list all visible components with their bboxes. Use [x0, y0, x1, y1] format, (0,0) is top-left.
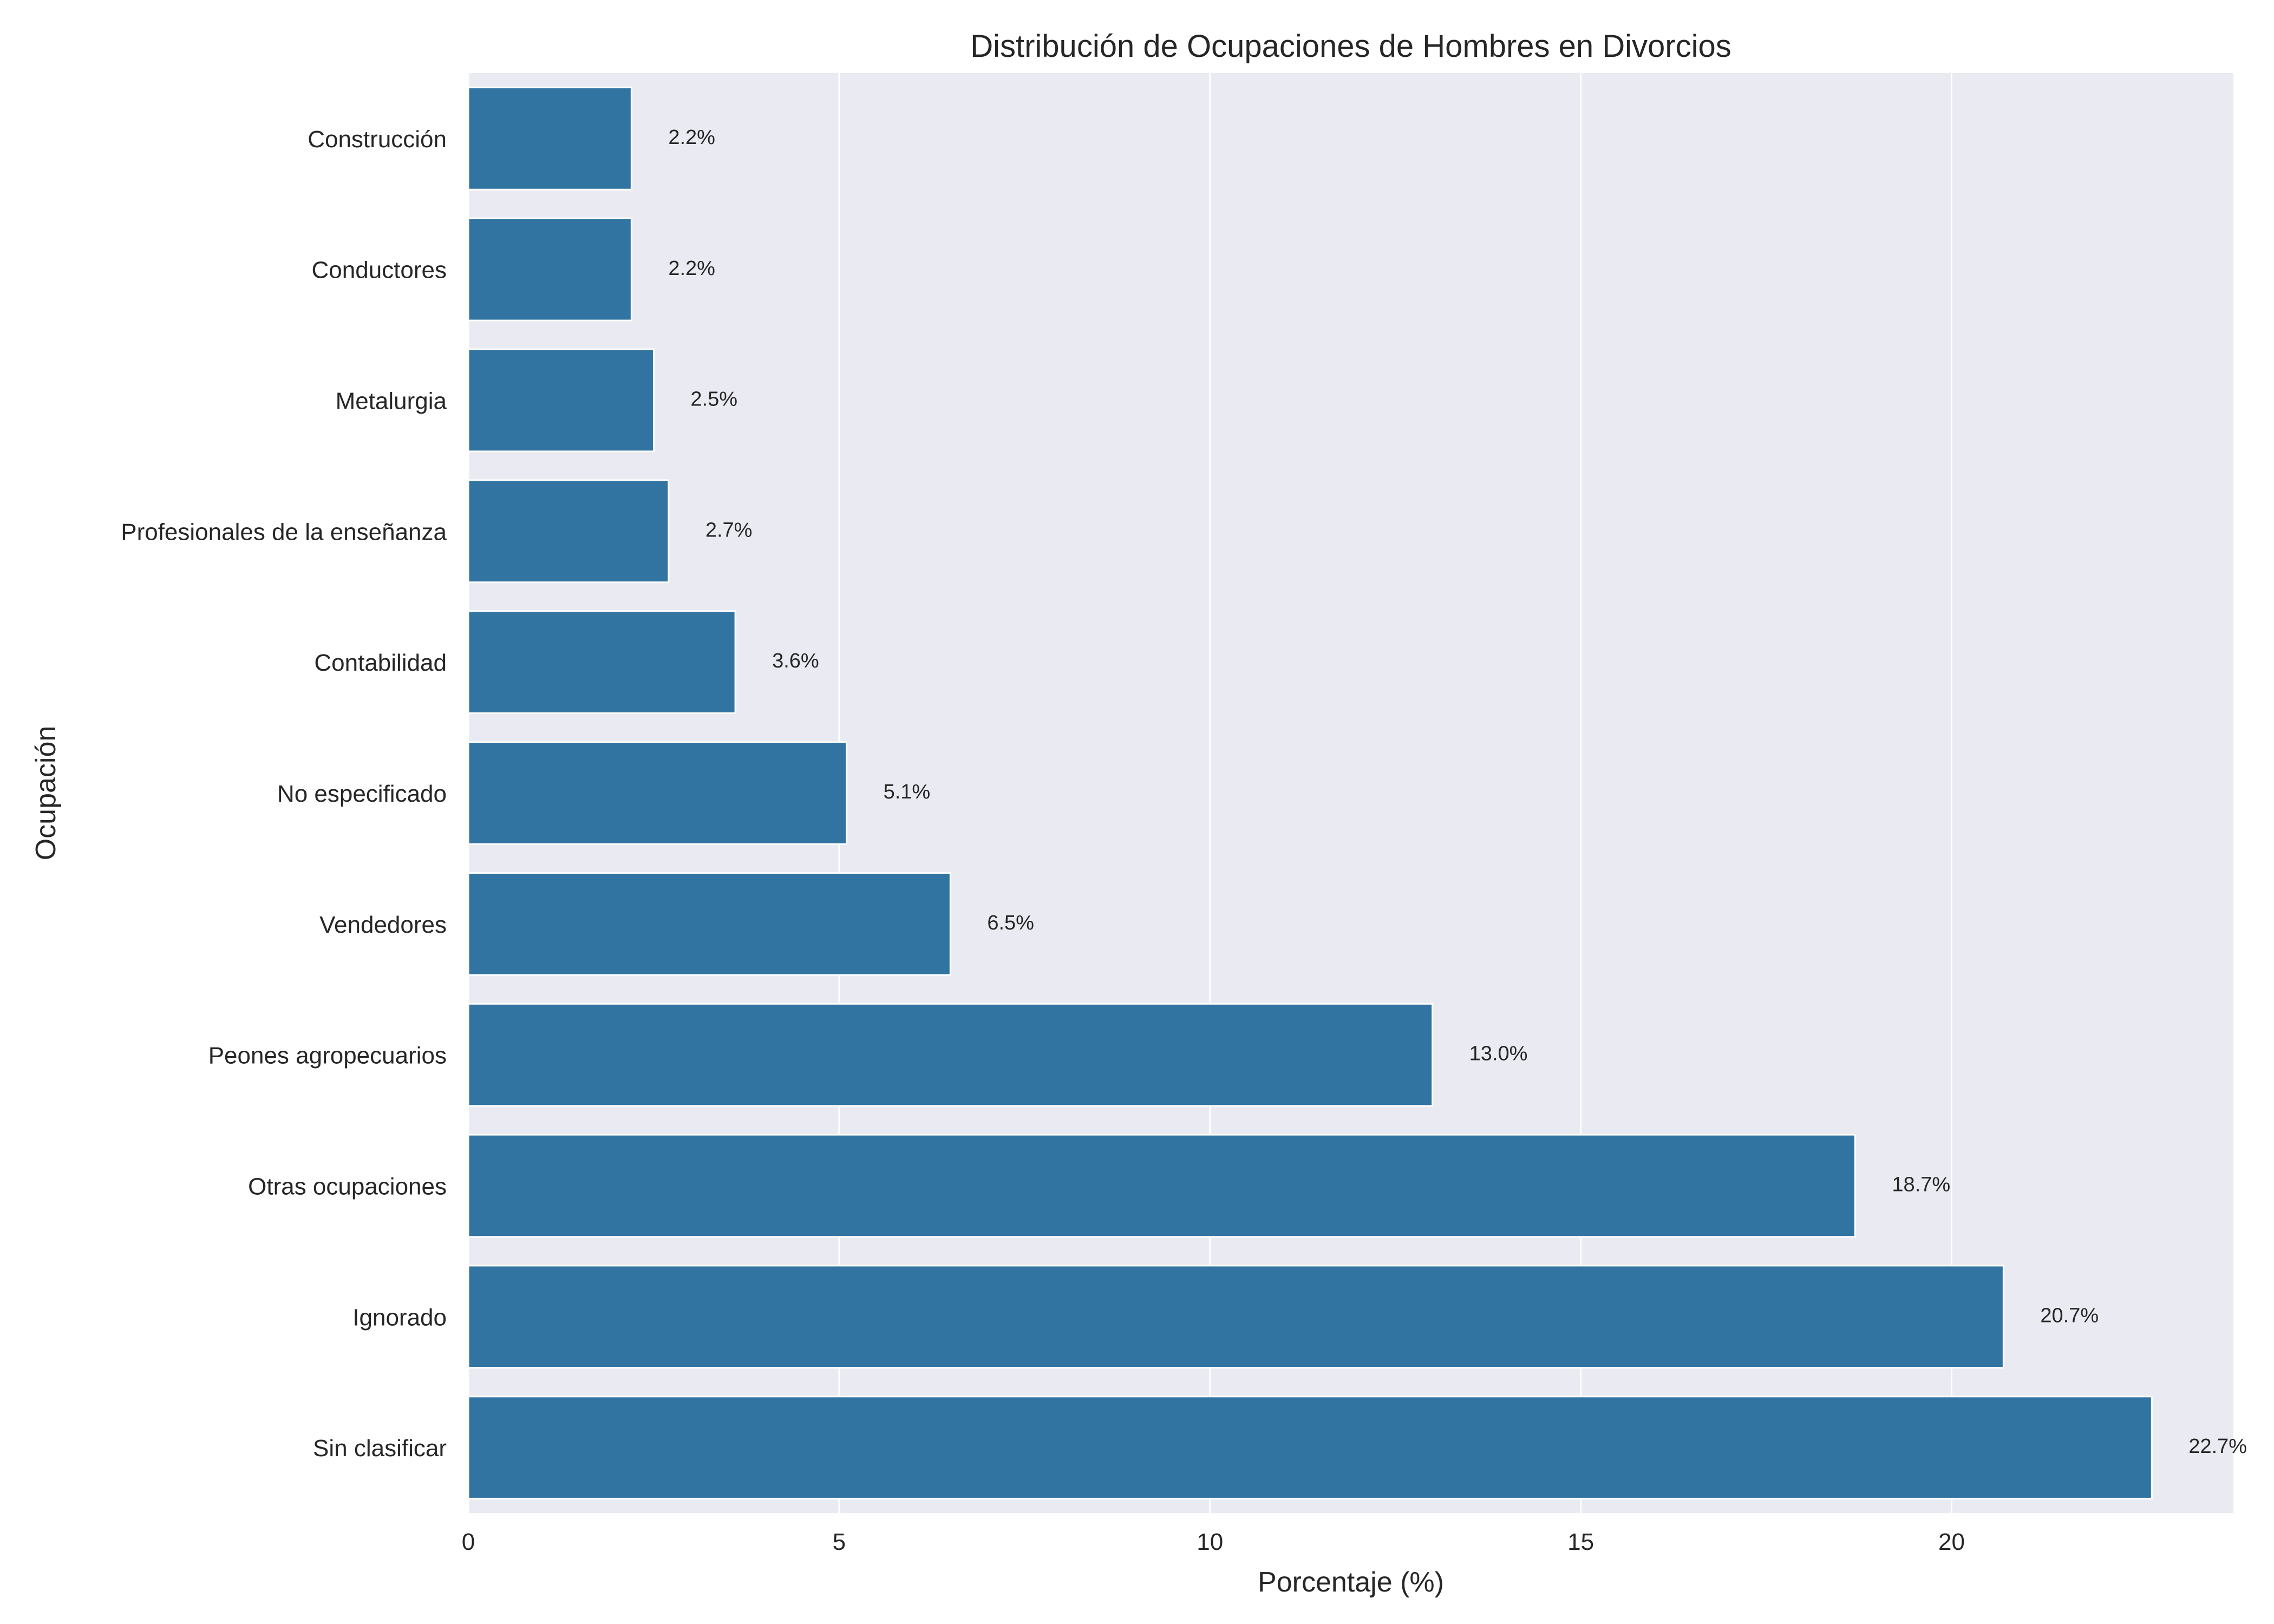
y-axis-label: Ocupación: [30, 726, 62, 861]
bars: [467, 87, 2153, 1499]
data-label: 2.2%: [668, 257, 715, 280]
y-tick-label: Contabilidad: [314, 650, 447, 676]
bar: [467, 1003, 1434, 1107]
x-tick-label: 20: [1938, 1529, 1965, 1555]
y-tick-label: Construcción: [308, 126, 447, 153]
data-label: 2.5%: [690, 388, 737, 411]
data-label: 6.5%: [987, 912, 1034, 934]
x-tick-label: 5: [833, 1529, 846, 1555]
x-tick-label: 15: [1567, 1529, 1594, 1555]
bar: [467, 1134, 1856, 1238]
data-label: 18.7%: [1892, 1173, 1950, 1196]
bar: [467, 217, 632, 322]
x-tick-label: 10: [1197, 1529, 1223, 1555]
bar: [467, 1265, 2004, 1369]
bar: [467, 872, 951, 976]
y-tick-label: Sin clasificar: [313, 1435, 447, 1462]
data-label: 2.7%: [705, 519, 753, 541]
data-label: 3.6%: [772, 650, 819, 672]
bar: [467, 741, 848, 845]
bar: [467, 479, 670, 584]
data-label: 13.0%: [1469, 1043, 1528, 1065]
data-labels: 2.2% 2.2% 2.5% 2.7% 3.6% 5.1% 6.5% 13.0% 18.7% 20…: [668, 126, 2247, 1458]
chart-title: Distribución de Ocupaciones de Hombres e…: [970, 29, 1731, 64]
x-tick-labels: 0 5 10 15 20: [462, 1529, 1965, 1555]
data-label: 2.2%: [668, 126, 715, 149]
y-tick-labels: Construcción Conductores Metalurgia Profesi…: [121, 126, 447, 1462]
y-tick-label: Peones agropecuarios: [208, 1043, 447, 1069]
y-tick-label: Metalurgia: [336, 388, 447, 415]
y-tick-label: Profesionales de la enseñanza: [121, 519, 447, 545]
y-tick-label: Conductores: [312, 257, 447, 284]
bar: [467, 610, 736, 714]
data-label: 5.1%: [884, 781, 931, 803]
y-tick-label: Vendedores: [319, 912, 447, 938]
bar: [467, 1396, 2153, 1499]
bar: [467, 87, 632, 191]
y-tick-label: No especificado: [277, 781, 447, 807]
x-axis-label: Porcentaje (%): [1258, 1567, 1444, 1598]
data-label: 20.7%: [2040, 1304, 2099, 1327]
x-tick-label: 0: [462, 1529, 475, 1555]
data-label: 22.7%: [2188, 1435, 2247, 1458]
y-tick-label: Otras ocupaciones: [248, 1173, 447, 1200]
bar: [467, 348, 655, 453]
y-tick-label: Ignorado: [352, 1304, 447, 1331]
